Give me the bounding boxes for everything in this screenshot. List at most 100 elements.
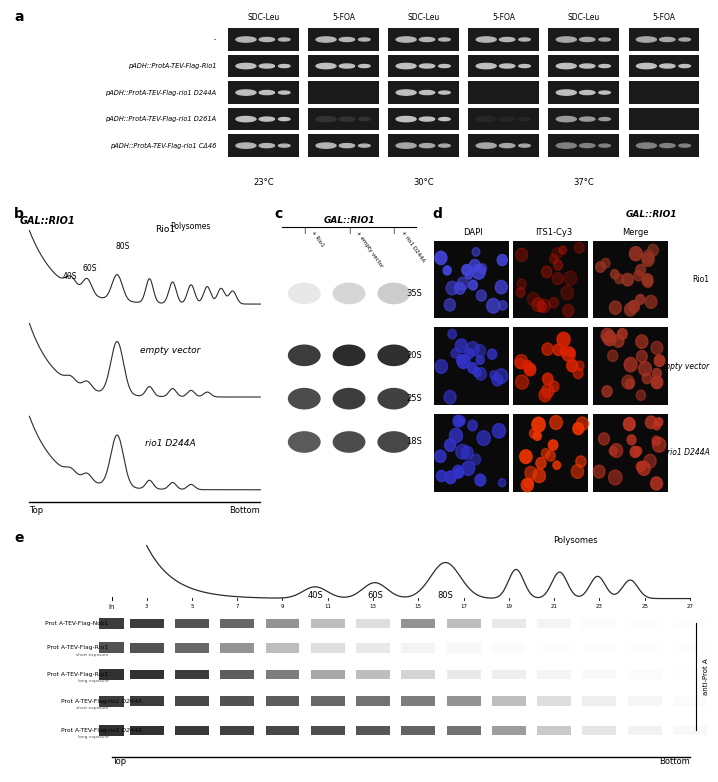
Bar <box>537 726 571 735</box>
Text: Polysomes: Polysomes <box>554 536 598 545</box>
Bar <box>175 726 209 735</box>
Text: 80S: 80S <box>115 242 129 251</box>
Circle shape <box>435 360 447 374</box>
Bar <box>401 696 435 706</box>
Circle shape <box>529 429 538 438</box>
Circle shape <box>679 144 691 147</box>
Bar <box>130 643 164 653</box>
Text: c: c <box>274 206 283 221</box>
Text: 40S: 40S <box>62 272 77 281</box>
Bar <box>175 619 209 628</box>
Bar <box>434 328 509 405</box>
Ellipse shape <box>378 431 410 453</box>
Text: Prot A-TEV-Flag-: Prot A-TEV-Flag- <box>61 728 108 733</box>
Circle shape <box>642 373 651 384</box>
Circle shape <box>524 479 533 488</box>
Circle shape <box>259 117 274 121</box>
Bar <box>228 28 299 51</box>
Circle shape <box>645 296 657 308</box>
Bar <box>549 28 619 51</box>
Circle shape <box>549 381 559 392</box>
Bar <box>388 108 459 131</box>
Circle shape <box>259 64 274 68</box>
Text: 25S: 25S <box>406 394 422 404</box>
Text: 5: 5 <box>190 604 194 609</box>
Circle shape <box>579 91 595 95</box>
Circle shape <box>279 117 290 120</box>
Circle shape <box>644 454 656 468</box>
Text: rio1 D244A: rio1 D244A <box>666 448 709 457</box>
Text: In: In <box>108 604 115 610</box>
Text: pADH::ProtA-TEV-Flag-Rio1: pADH::ProtA-TEV-Flag-Rio1 <box>128 63 216 69</box>
Bar <box>468 55 539 77</box>
Circle shape <box>642 253 654 267</box>
Ellipse shape <box>378 345 410 366</box>
Circle shape <box>236 143 256 149</box>
Bar <box>434 414 509 492</box>
Bar <box>388 135 459 156</box>
Text: 5-FOA: 5-FOA <box>332 13 355 23</box>
Circle shape <box>557 332 570 347</box>
Circle shape <box>470 260 480 271</box>
Bar <box>447 696 480 706</box>
Circle shape <box>516 288 525 297</box>
Circle shape <box>279 144 290 147</box>
Ellipse shape <box>332 282 365 304</box>
Text: Prot A-TEV-Flag-: Prot A-TEV-Flag- <box>61 699 108 704</box>
Bar <box>492 619 526 628</box>
Circle shape <box>579 144 595 148</box>
Circle shape <box>453 415 464 427</box>
Circle shape <box>532 298 544 311</box>
Circle shape <box>624 357 637 371</box>
Bar <box>401 669 435 680</box>
Circle shape <box>553 461 561 469</box>
Circle shape <box>516 248 528 261</box>
Text: Bottom: Bottom <box>230 506 261 515</box>
Circle shape <box>603 332 616 346</box>
Bar <box>628 135 699 156</box>
Bar <box>549 81 619 104</box>
Circle shape <box>451 349 460 358</box>
Circle shape <box>457 354 470 368</box>
Circle shape <box>636 63 656 69</box>
Bar <box>308 108 378 131</box>
Circle shape <box>454 468 464 479</box>
Circle shape <box>453 465 463 477</box>
Circle shape <box>500 38 515 41</box>
Bar <box>513 241 589 318</box>
Bar <box>673 669 707 680</box>
Text: + rio1 D244A: + rio1 D244A <box>400 230 425 264</box>
Bar <box>447 726 480 735</box>
Text: rio1 D244A: rio1 D244A <box>108 699 142 704</box>
Bar <box>99 642 124 653</box>
Bar <box>434 241 509 318</box>
Bar <box>311 696 345 706</box>
Circle shape <box>475 474 485 486</box>
Circle shape <box>541 449 550 457</box>
Text: long exposure: long exposure <box>78 735 108 739</box>
Circle shape <box>593 465 605 478</box>
Ellipse shape <box>332 388 365 410</box>
Circle shape <box>552 273 563 285</box>
Bar <box>492 696 526 706</box>
Circle shape <box>476 143 496 149</box>
Text: 40S: 40S <box>307 591 323 600</box>
Circle shape <box>340 144 355 148</box>
Text: empty vector: empty vector <box>140 346 200 355</box>
Text: 21: 21 <box>551 604 558 609</box>
Circle shape <box>553 344 563 356</box>
Circle shape <box>599 91 610 94</box>
Circle shape <box>660 64 675 68</box>
Text: Polysomes: Polysomes <box>170 222 210 231</box>
Bar <box>468 81 539 104</box>
Bar <box>130 696 164 706</box>
Bar <box>228 108 299 131</box>
Circle shape <box>556 90 577 95</box>
Circle shape <box>542 343 553 355</box>
Circle shape <box>466 342 479 356</box>
Circle shape <box>638 461 651 475</box>
Text: 19: 19 <box>505 604 513 609</box>
Circle shape <box>316 37 336 42</box>
Circle shape <box>316 143 336 149</box>
Circle shape <box>456 444 469 459</box>
